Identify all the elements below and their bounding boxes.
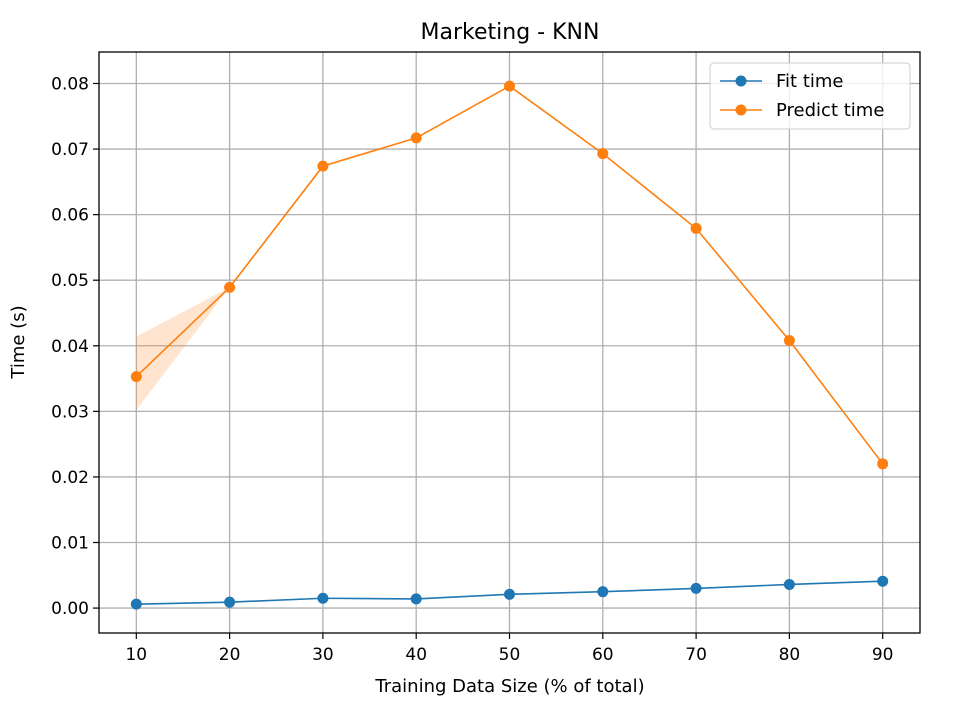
data-point-fit-time — [690, 582, 702, 594]
data-point-predict-time — [504, 80, 515, 92]
y-tick-label: 0.00 — [51, 599, 89, 619]
x-tick-label: 30 — [312, 645, 334, 665]
data-point-predict-time — [224, 281, 236, 293]
chart-title: Marketing - KNN — [421, 20, 600, 45]
y-axis-ticks: 0.00 0.01 0.02 0.03 0.04 0.05 0.06 0.07 0.08 — [51, 74, 99, 619]
y-tick-label: 0.04 — [51, 337, 89, 357]
data-point-predict-time — [783, 335, 795, 347]
data-point-fit-time — [130, 598, 142, 610]
y-tick-label: 0.08 — [51, 74, 89, 94]
legend-box — [709, 62, 911, 130]
data-point-predict-time — [410, 132, 422, 144]
x-tick-label: 80 — [779, 645, 801, 665]
data-point-predict-time — [317, 160, 329, 172]
data-point-fit-time — [877, 575, 889, 587]
y-tick-label: 0.05 — [51, 271, 89, 291]
y-tick-label: 0.02 — [51, 468, 89, 488]
y-tick-label: 0.01 — [51, 534, 89, 554]
x-tick-label: 20 — [219, 645, 241, 665]
data-point-predict-time — [690, 222, 702, 234]
series — [130, 80, 889, 610]
grid — [99, 52, 920, 633]
data-point-fit-time — [783, 578, 795, 590]
y-tick-label: 0.06 — [51, 206, 89, 226]
x-tick-label: 60 — [592, 645, 614, 665]
data-point-predict-time — [877, 458, 889, 470]
data-point-fit-time — [317, 592, 329, 604]
x-tick-label: 70 — [685, 645, 707, 665]
x-tick-label: 90 — [872, 645, 894, 665]
data-point-predict-time — [597, 148, 609, 160]
x-tick-label: 10 — [125, 645, 147, 665]
legend-marker-fit-time — [735, 75, 747, 87]
x-tick-label: 40 — [405, 645, 427, 665]
x-tick-label: 50 — [499, 645, 521, 665]
data-point-fit-time — [224, 596, 236, 608]
legend-label-fit-time: Fit time — [776, 71, 844, 92]
data-point-predict-time — [130, 371, 142, 383]
legend-label-predict-time: Predict time — [776, 100, 884, 121]
x-axis-label: Training Data Size (% of total) — [374, 676, 644, 697]
data-point-fit-time — [597, 586, 609, 598]
y-tick-label: 0.03 — [51, 402, 89, 422]
y-axis-label: Time (s) — [8, 305, 29, 379]
legend: Fit time Predict time — [709, 62, 911, 130]
legend-marker-predict-time — [735, 104, 747, 116]
y-tick-label: 0.07 — [51, 140, 89, 160]
data-point-fit-time — [504, 588, 515, 600]
data-point-fit-time — [410, 593, 422, 605]
x-axis-ticks: 10 20 30 40 50 60 70 80 90 — [125, 633, 894, 665]
